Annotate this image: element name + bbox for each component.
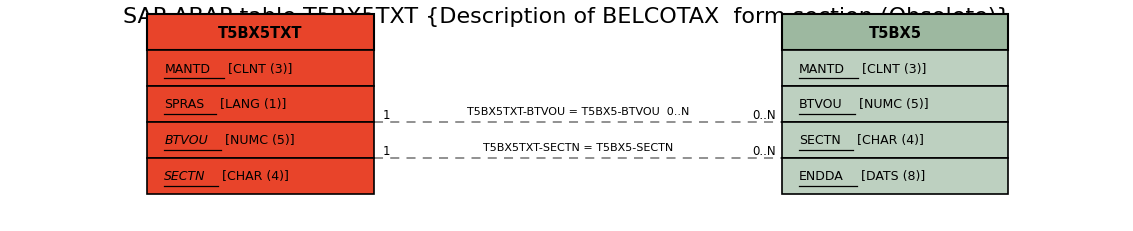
Text: [CHAR (4)]: [CHAR (4)]: [853, 134, 923, 147]
Text: T5BX5TXT-BTVOU = T5BX5-BTVOU  0..N: T5BX5TXT-BTVOU = T5BX5-BTVOU 0..N: [467, 107, 689, 117]
Text: SAP ABAP table T5BX5TXT {Description of BELCOTAX  form section (Obsolete)}: SAP ABAP table T5BX5TXT {Description of …: [122, 7, 1011, 27]
Text: [NUMC (5)]: [NUMC (5)]: [221, 134, 295, 147]
Text: 0..N: 0..N: [752, 108, 776, 121]
Bar: [782, 122, 1008, 158]
Text: T5BX5TXT-SECTN = T5BX5-SECTN: T5BX5TXT-SECTN = T5BX5-SECTN: [483, 143, 673, 152]
Text: MANTD: MANTD: [164, 62, 211, 75]
Text: BTVOU: BTVOU: [799, 98, 843, 111]
Text: [CLNT (3)]: [CLNT (3)]: [858, 62, 927, 75]
Text: SPRAS: SPRAS: [164, 98, 205, 111]
Text: BTVOU: BTVOU: [164, 134, 208, 147]
Bar: [782, 87, 1008, 122]
Text: T5BX5: T5BX5: [869, 25, 921, 40]
Text: 0..N: 0..N: [752, 144, 776, 157]
Text: ENDDA: ENDDA: [799, 170, 843, 183]
Bar: [147, 158, 374, 194]
Text: [LANG (1)]: [LANG (1)]: [216, 98, 287, 111]
Bar: [782, 158, 1008, 194]
Bar: [147, 87, 374, 122]
Bar: [782, 15, 1008, 51]
Bar: [147, 122, 374, 158]
Bar: [782, 51, 1008, 87]
Text: [DATS (8)]: [DATS (8)]: [857, 170, 925, 183]
Text: MANTD: MANTD: [799, 62, 845, 75]
Text: SECTN: SECTN: [164, 170, 206, 183]
Text: SECTN: SECTN: [799, 134, 841, 147]
Text: [NUMC (5)]: [NUMC (5)]: [855, 98, 929, 111]
Text: 1: 1: [383, 144, 391, 157]
Text: 1: 1: [383, 108, 391, 121]
Text: [CHAR (4)]: [CHAR (4)]: [218, 170, 289, 183]
Text: [CLNT (3)]: [CLNT (3)]: [223, 62, 292, 75]
Bar: [147, 51, 374, 87]
Text: T5BX5TXT: T5BX5TXT: [219, 25, 303, 40]
Bar: [147, 15, 374, 51]
